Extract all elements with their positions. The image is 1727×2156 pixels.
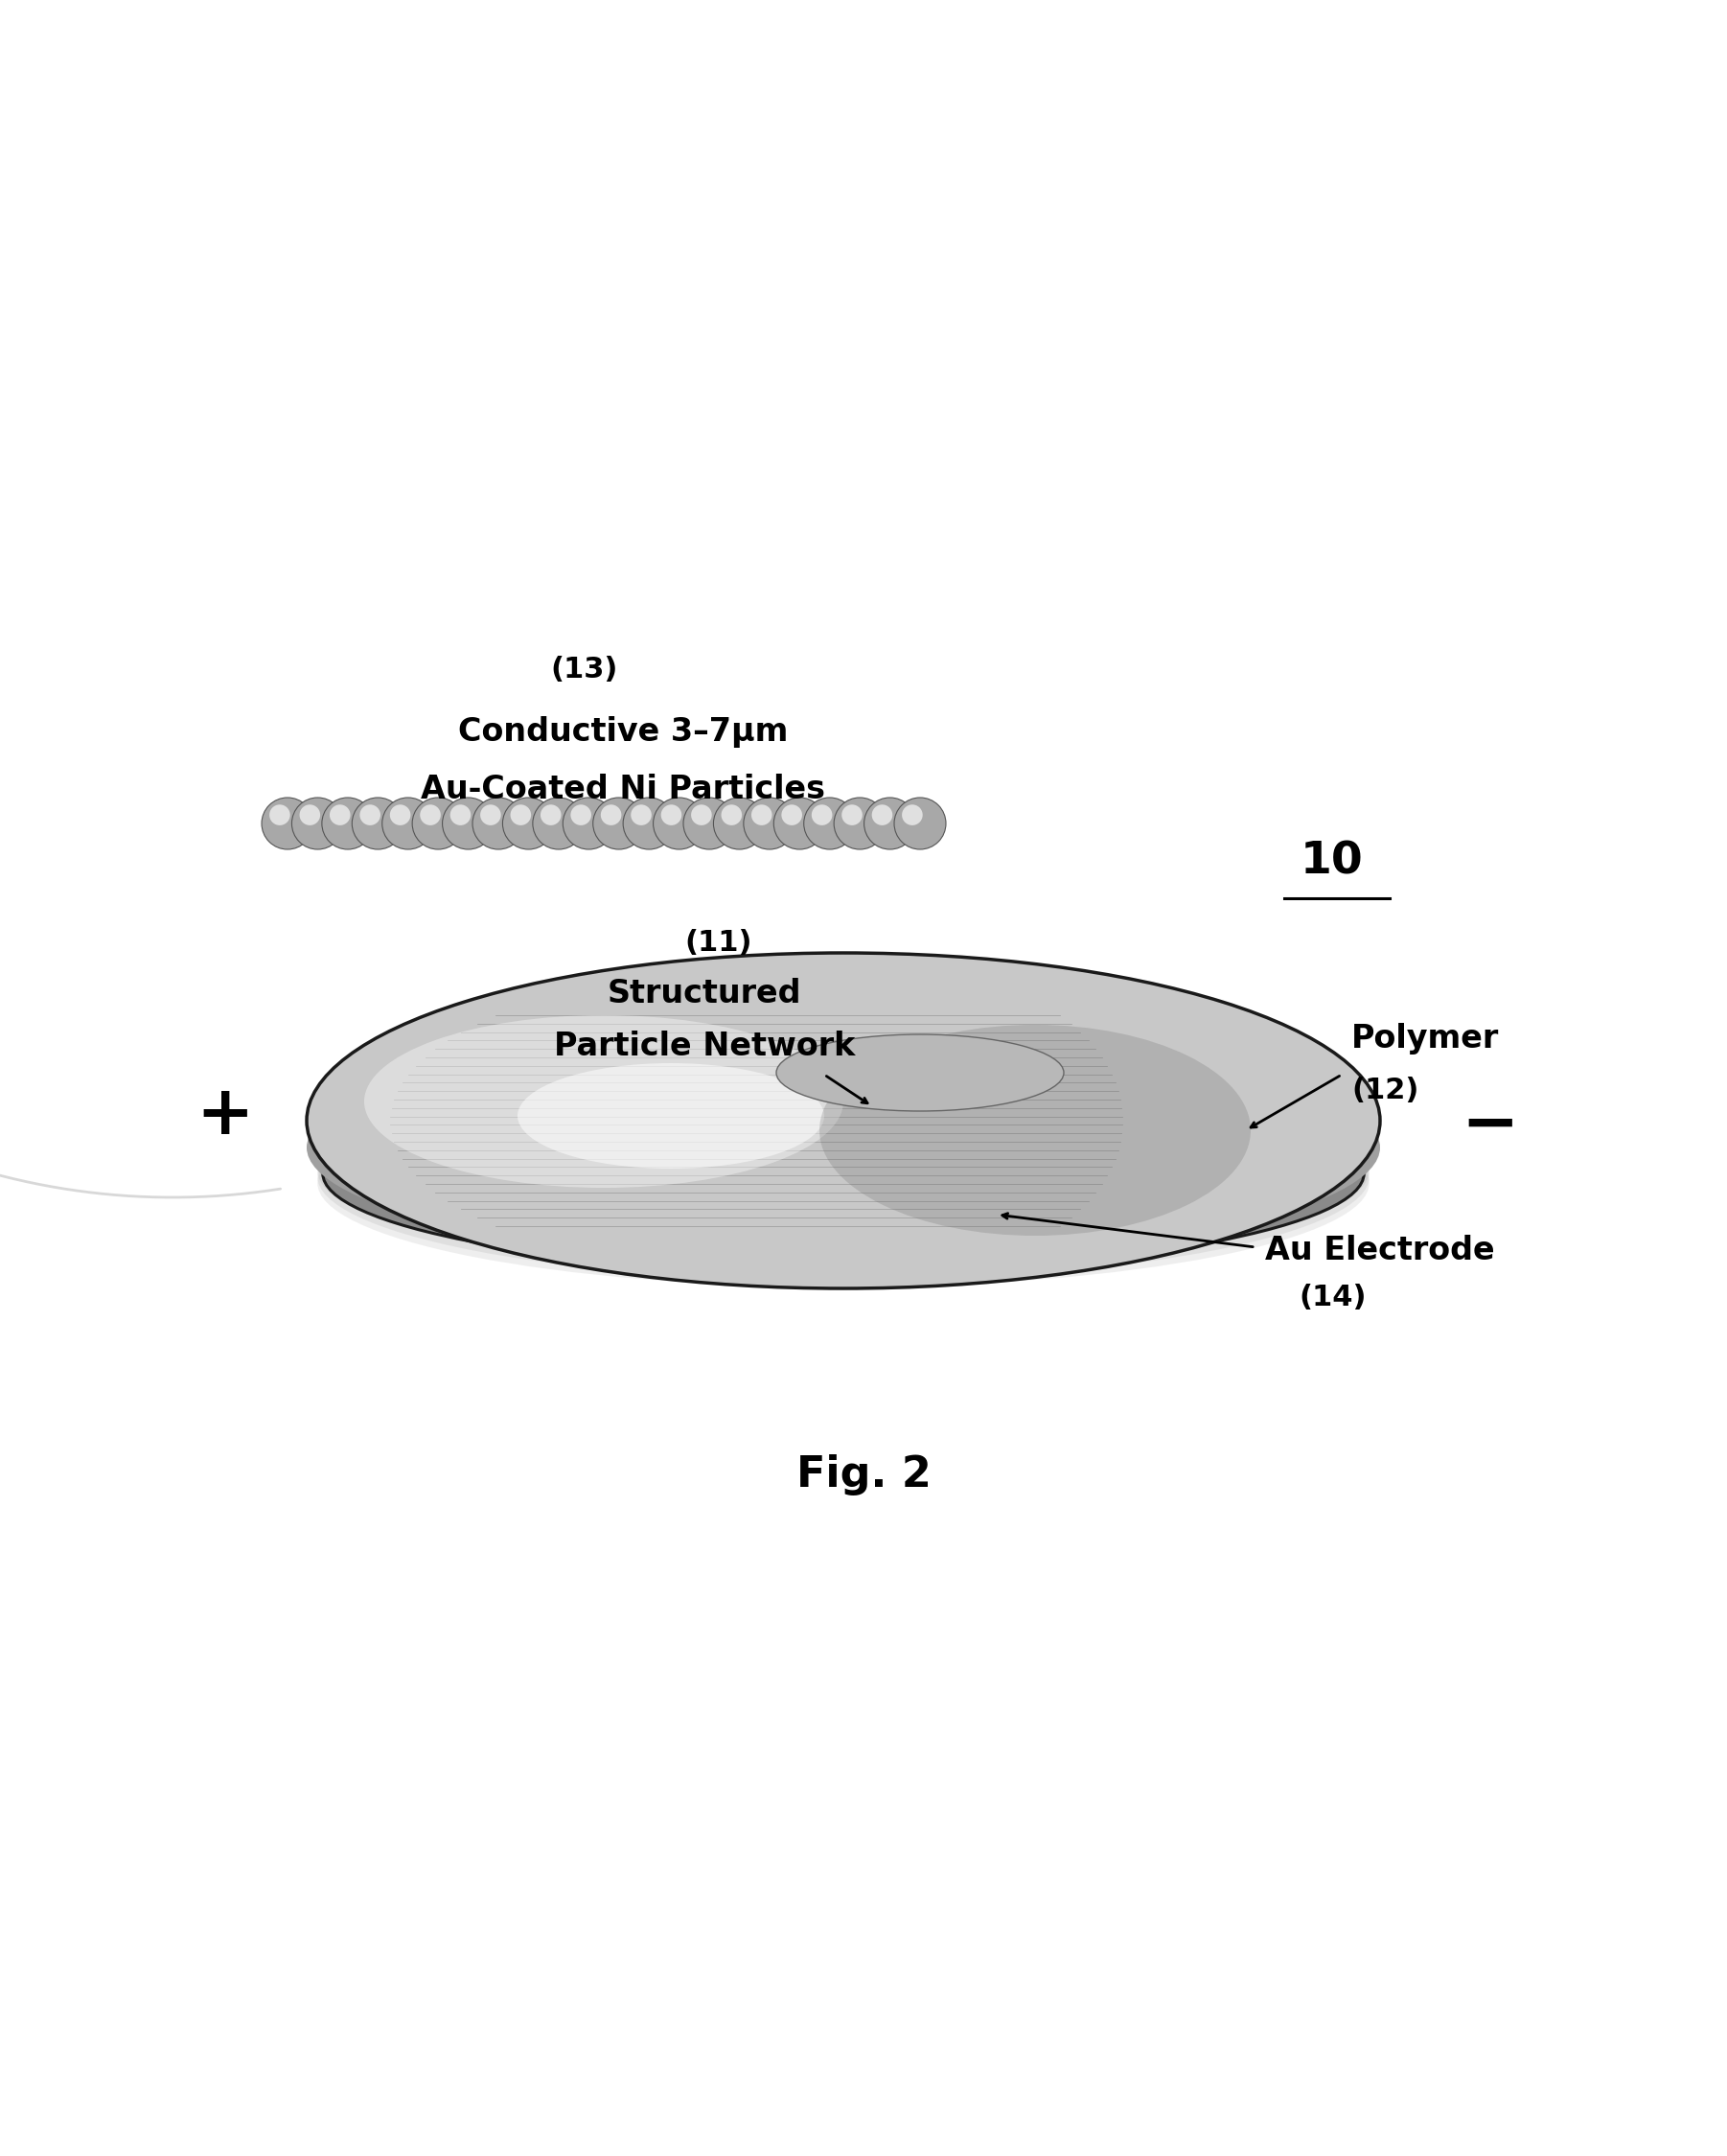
Circle shape <box>292 798 344 849</box>
Circle shape <box>872 804 893 826</box>
Circle shape <box>803 798 855 849</box>
Circle shape <box>713 798 765 849</box>
Circle shape <box>774 798 826 849</box>
Text: −: − <box>1461 1093 1520 1158</box>
Circle shape <box>630 804 651 826</box>
Circle shape <box>480 804 501 826</box>
Ellipse shape <box>323 1076 1364 1270</box>
Ellipse shape <box>318 1072 1370 1281</box>
Circle shape <box>781 804 801 826</box>
Circle shape <box>532 798 584 849</box>
Ellipse shape <box>318 1061 1370 1268</box>
Circle shape <box>901 804 922 826</box>
Circle shape <box>691 804 712 826</box>
Circle shape <box>570 804 591 826</box>
Circle shape <box>359 804 380 826</box>
Circle shape <box>592 798 644 849</box>
Ellipse shape <box>819 1024 1250 1235</box>
Circle shape <box>413 798 465 849</box>
Ellipse shape <box>777 1035 1064 1110</box>
Text: Au-Coated Ni Particles: Au-Coated Ni Particles <box>421 774 826 806</box>
Circle shape <box>330 804 351 826</box>
Circle shape <box>834 798 886 849</box>
Circle shape <box>299 804 319 826</box>
Circle shape <box>503 798 554 849</box>
Circle shape <box>722 804 743 826</box>
Text: 10: 10 <box>1300 841 1364 884</box>
Text: Conductive 3–7μm: Conductive 3–7μm <box>458 716 788 748</box>
Text: (14): (14) <box>1299 1285 1366 1311</box>
Circle shape <box>661 804 682 826</box>
Circle shape <box>382 798 433 849</box>
Circle shape <box>261 798 313 849</box>
Ellipse shape <box>307 953 1380 1289</box>
Circle shape <box>321 798 373 849</box>
Circle shape <box>812 804 832 826</box>
Circle shape <box>623 798 675 849</box>
Circle shape <box>601 804 622 826</box>
Text: Structured: Structured <box>608 979 801 1009</box>
Text: (12): (12) <box>1351 1076 1420 1104</box>
Circle shape <box>451 804 471 826</box>
Text: (13): (13) <box>551 655 618 683</box>
Circle shape <box>841 804 862 826</box>
Text: Au Electrode: Au Electrode <box>1266 1233 1494 1266</box>
Circle shape <box>420 804 440 826</box>
Circle shape <box>511 804 532 826</box>
Circle shape <box>684 798 736 849</box>
Circle shape <box>895 798 946 849</box>
Circle shape <box>563 798 615 849</box>
Circle shape <box>390 804 411 826</box>
Circle shape <box>541 804 561 826</box>
Text: Particle Network: Particle Network <box>554 1031 855 1063</box>
Circle shape <box>352 798 404 849</box>
Text: Polymer: Polymer <box>1351 1024 1499 1054</box>
Circle shape <box>653 798 705 849</box>
Text: Fig. 2: Fig. 2 <box>796 1455 931 1496</box>
Circle shape <box>864 798 915 849</box>
Ellipse shape <box>318 1078 1370 1287</box>
Ellipse shape <box>318 1041 1370 1248</box>
Ellipse shape <box>307 1033 1380 1261</box>
Circle shape <box>473 798 525 849</box>
Text: (11): (11) <box>686 929 753 957</box>
Ellipse shape <box>318 1035 1370 1242</box>
Ellipse shape <box>318 1022 1370 1229</box>
Circle shape <box>442 798 494 849</box>
Circle shape <box>744 798 796 849</box>
Text: +: + <box>197 1082 254 1149</box>
Ellipse shape <box>318 1067 1370 1274</box>
Ellipse shape <box>364 1015 843 1188</box>
Ellipse shape <box>318 1048 1370 1255</box>
Circle shape <box>269 804 290 826</box>
Ellipse shape <box>318 1028 1370 1235</box>
Circle shape <box>751 804 772 826</box>
Ellipse shape <box>318 1054 1370 1261</box>
Ellipse shape <box>518 1063 824 1169</box>
